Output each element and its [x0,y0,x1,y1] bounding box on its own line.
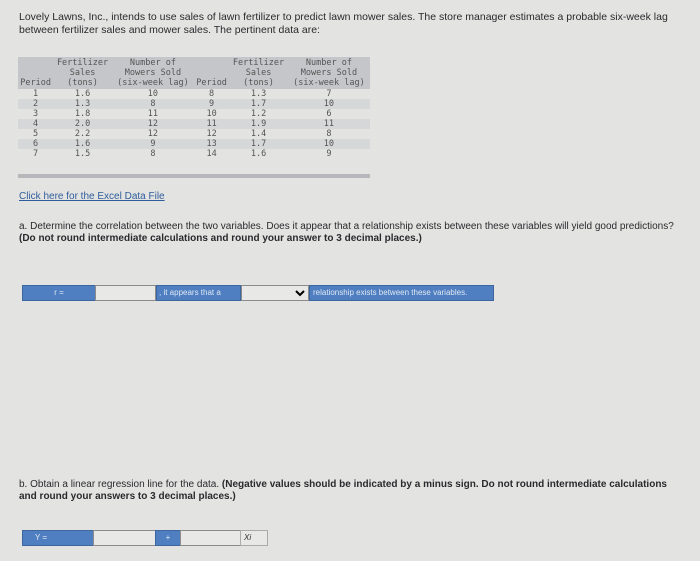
problem-intro: Lovely Lawns, Inc., intends to use sales… [19,11,668,36]
table-cell: 10 [287,139,370,149]
table-cell: 2.2 [74,129,91,139]
table-cell: 1.9 [229,119,288,129]
table-cell: 1.2 [250,109,267,119]
table-cell: 4 [18,119,54,129]
table-cell: 6 [18,139,54,149]
table-bottom-bar [18,174,370,178]
table-cell: 7 [326,89,332,99]
table-cell: 1.6 [53,139,112,149]
part-b-question: b. Obtain a linear regression line for t… [19,479,679,503]
table-cell: 1.6 [250,149,267,159]
table-cell: 3 [33,109,39,119]
x-label: Xi [240,530,268,546]
table-row: 6 1.6 9 13 1.7 10 [18,139,370,149]
r-label: r = [22,285,96,301]
table-cell: 1.7 [229,99,288,109]
table-cell: 6 [326,109,332,119]
table-cell: 1.8 [74,109,91,119]
table-cell: 1 [33,89,39,99]
part-b-instructions: (Negative values should be indicated by … [19,479,667,502]
slope-input[interactable] [180,530,241,546]
column-header: Number of Mowers Sold (six-week lag) [287,57,370,89]
table-cell: 7 [33,149,39,159]
table-cell: 8 [209,89,215,99]
table-cell: 1.7 [229,139,288,149]
table-cell: 12 [111,119,194,129]
relationship-label: relationship exists between these variab… [309,285,494,301]
table-cell: 11 [147,109,159,119]
r-input[interactable] [95,285,156,301]
table-cell: 5 [33,129,39,139]
column-header: Number of Mowers Sold (six-week lag) [111,57,194,89]
column-header: Period [18,57,54,89]
table-cell: 10 [287,99,370,109]
part-a-text: a. Determine the correlation between the… [19,221,674,232]
table-cell: 1.3 [53,99,112,109]
table-cell: 8 [111,99,194,109]
relationship-dropdown[interactable] [241,285,309,301]
table-cell: 1.6 [74,89,91,99]
table-cell: 13 [193,139,230,149]
table-row: 2 1.3 8 9 1.7 10 [18,99,370,109]
table-cell: 9 [326,149,332,159]
excel-data-link[interactable]: Click here for the Excel Data File [19,191,165,202]
table-cell: 14 [206,149,217,159]
column-header: Period [193,57,230,89]
table-cell: 10 [206,109,217,119]
table-cell: 1.5 [74,149,91,159]
table-cell: 1.3 [250,89,267,99]
table-cell: 9 [193,99,230,109]
data-table: Period Fertilizer Sales (tons) Number of M… [18,57,370,159]
column-header: Fertilizer Sales (tons) [229,57,288,89]
table-cell: 10 [147,89,159,99]
table-cell: 12 [206,129,217,139]
table-cell: 8 [150,149,156,159]
table-cell: 11 [193,119,230,129]
table-cell: 2.0 [53,119,112,129]
table-row: 5 2.2 12 12 1.4 8 [18,129,370,139]
y-label: Y = [22,530,94,546]
table-row: 7 1.5 8 14 1.6 9 [18,149,370,159]
part-a-instructions: (Do not round intermediate calculations … [19,233,422,244]
plus-label: + [155,530,181,546]
table-row: 4 2.0 12 11 1.9 11 [18,119,370,129]
appears-label: , it appears that a [156,285,241,301]
part-a-question: a. Determine the correlation between the… [19,221,679,245]
table-cell: 11 [287,119,370,129]
part-b-text: b. Obtain a linear regression line for t… [19,479,220,490]
table-row: 1 1.6 10 8 1.3 7 [18,89,370,99]
table-cell: 2 [18,99,54,109]
table-cell: 8 [326,129,332,139]
column-header: Fertilizer Sales (tons) [53,57,112,89]
table-cell: 9 [111,139,194,149]
table-row: 3 1.8 11 10 1.2 6 [18,109,370,119]
table-cell: 12 [147,129,159,139]
table-cell: 1.4 [250,129,267,139]
intercept-input[interactable] [93,530,156,546]
